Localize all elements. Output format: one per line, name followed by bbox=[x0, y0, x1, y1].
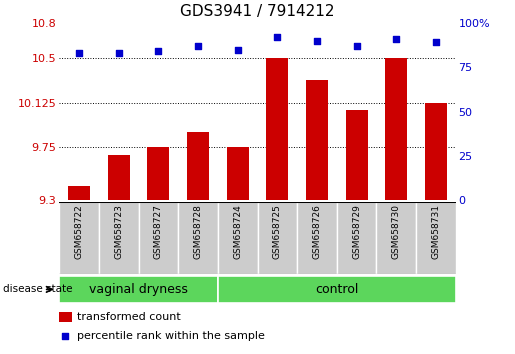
Point bbox=[75, 50, 83, 56]
Bar bbox=[99, 202, 139, 274]
Bar bbox=[59, 276, 218, 303]
Bar bbox=[258, 202, 297, 274]
Text: vaginal dryness: vaginal dryness bbox=[89, 283, 188, 296]
Point bbox=[352, 43, 360, 49]
Bar bbox=[416, 202, 456, 274]
Bar bbox=[306, 80, 328, 200]
Text: disease state: disease state bbox=[3, 284, 72, 295]
Bar bbox=[227, 147, 249, 200]
Text: GSM658726: GSM658726 bbox=[313, 204, 321, 259]
Bar bbox=[178, 202, 218, 274]
Text: GSM658728: GSM658728 bbox=[194, 204, 202, 259]
Bar bbox=[297, 202, 337, 274]
Bar bbox=[147, 147, 169, 200]
Point bbox=[233, 47, 242, 52]
Text: GSM658730: GSM658730 bbox=[392, 204, 401, 259]
Text: GSM658725: GSM658725 bbox=[273, 204, 282, 259]
Bar bbox=[385, 58, 407, 200]
Point bbox=[313, 38, 321, 44]
Point bbox=[114, 50, 123, 56]
Bar bbox=[139, 202, 178, 274]
Bar bbox=[346, 110, 368, 200]
Point bbox=[392, 36, 401, 42]
Bar bbox=[108, 155, 130, 200]
Bar bbox=[218, 276, 456, 303]
Text: percentile rank within the sample: percentile rank within the sample bbox=[77, 331, 265, 341]
Bar bbox=[68, 186, 90, 200]
Bar bbox=[425, 103, 447, 200]
Point bbox=[154, 48, 162, 54]
Text: GSM658731: GSM658731 bbox=[432, 204, 440, 259]
Bar bbox=[59, 312, 72, 322]
Bar bbox=[59, 202, 99, 274]
Bar bbox=[337, 202, 376, 274]
Text: control: control bbox=[315, 283, 358, 296]
Title: GDS3941 / 7914212: GDS3941 / 7914212 bbox=[180, 4, 335, 19]
Text: GSM658727: GSM658727 bbox=[154, 204, 163, 259]
Point bbox=[432, 40, 440, 45]
Point bbox=[61, 333, 69, 338]
Text: GSM658722: GSM658722 bbox=[75, 204, 83, 259]
Bar bbox=[187, 132, 209, 200]
Text: transformed count: transformed count bbox=[77, 312, 181, 322]
Point bbox=[194, 43, 202, 49]
Bar bbox=[376, 202, 416, 274]
Bar bbox=[266, 58, 288, 200]
Text: GSM658724: GSM658724 bbox=[233, 204, 242, 259]
Bar bbox=[218, 202, 258, 274]
Text: GSM658729: GSM658729 bbox=[352, 204, 361, 259]
Text: GSM658723: GSM658723 bbox=[114, 204, 123, 259]
Point bbox=[273, 34, 281, 40]
